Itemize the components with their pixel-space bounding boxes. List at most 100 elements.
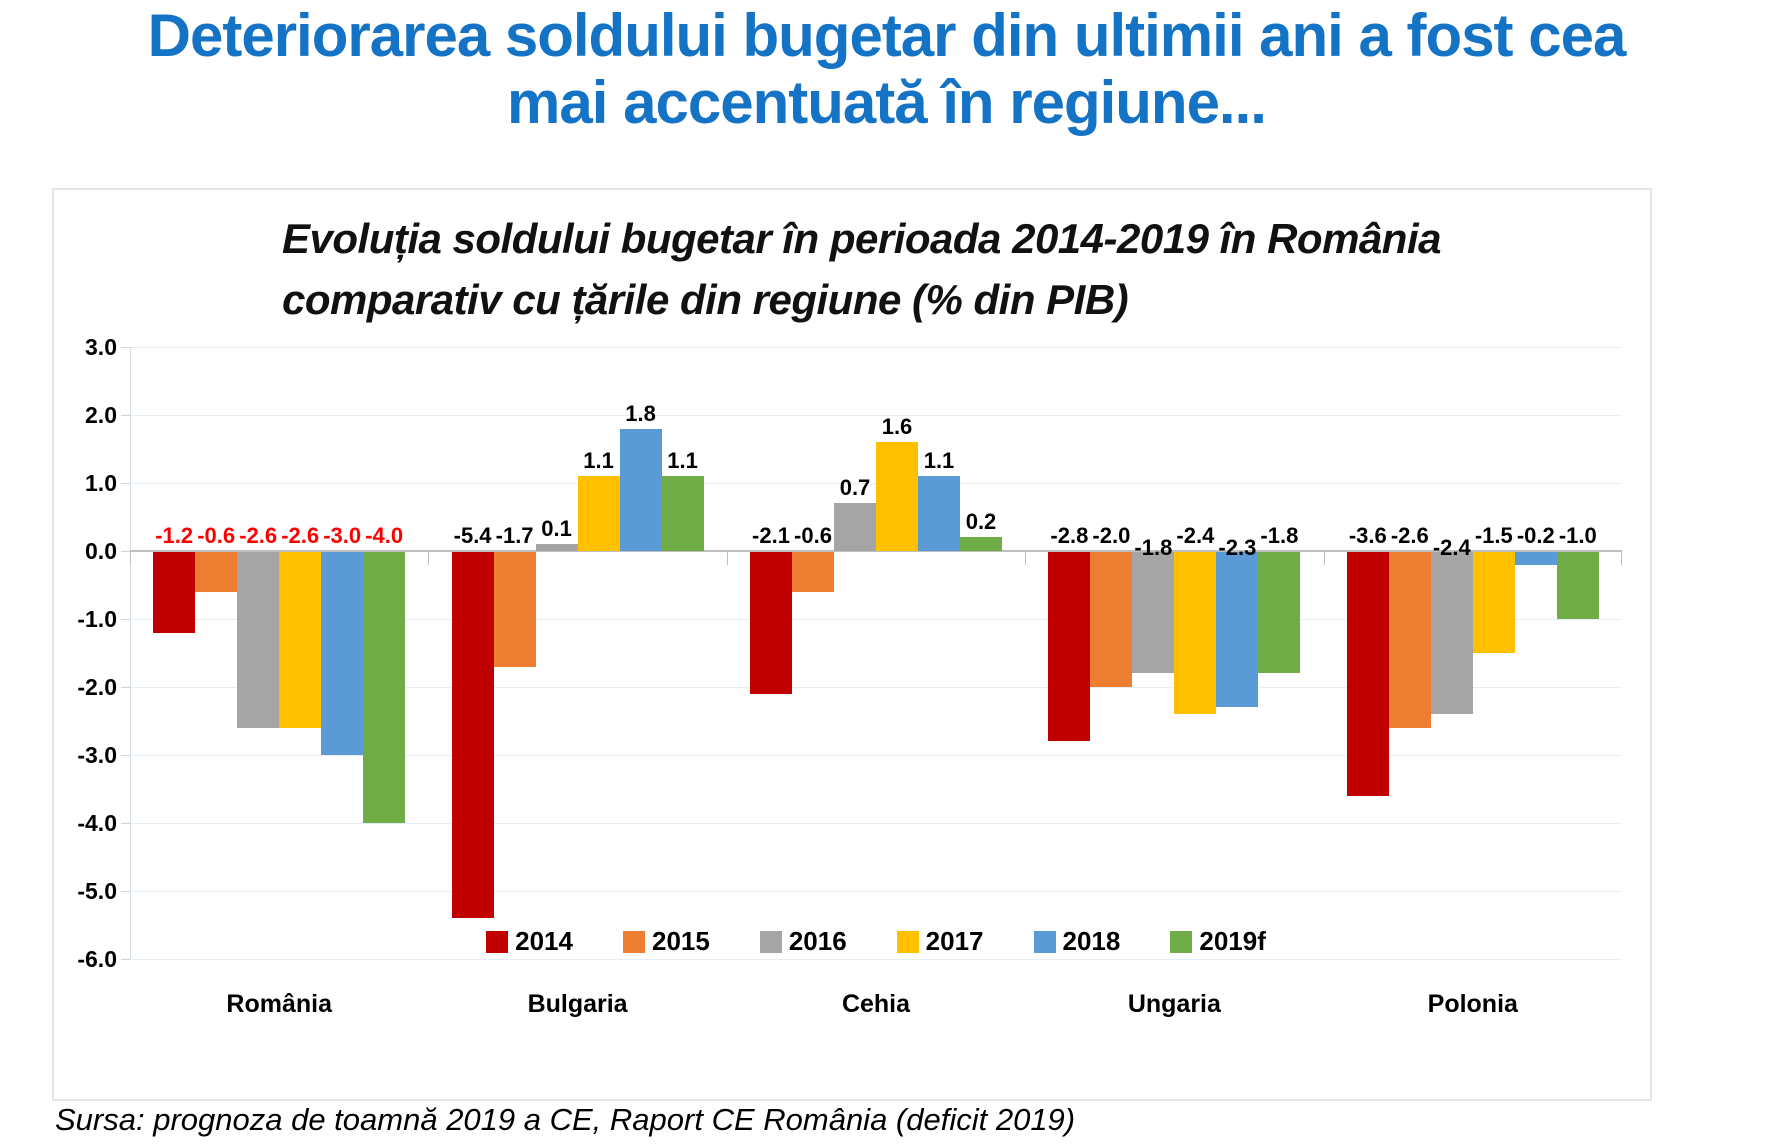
bar-2017-Bulgaria (577, 476, 620, 551)
legend-label-2016: 2016 (788, 926, 847, 956)
chart-title-line2: comparativ cu țările din regiune (% din … (282, 276, 1129, 323)
source-note: Sursa: prognoza de toamnă 2019 a CE, Rap… (55, 1102, 1076, 1137)
bar-2018-Cehia (918, 476, 960, 551)
bar-2014-Ungaria (1048, 552, 1091, 742)
y-axis-tick (121, 347, 130, 348)
bar-value-label: -3.0 (323, 523, 362, 548)
x-axis-labels: România Bulgaria Cehia Ungaria Polonia (130, 990, 1622, 1030)
gridline (130, 414, 1622, 416)
bar-2017-România (279, 552, 322, 728)
legend-label-2017: 2017 (925, 926, 984, 956)
bar-value-label: -2.6 (1390, 523, 1429, 548)
bar-value-label: -2.1 (752, 523, 790, 548)
bar-value-label: -1.7 (495, 523, 534, 548)
gridline (130, 346, 1622, 348)
bar-value-label: -1.2 (155, 523, 194, 548)
y-axis-tick (121, 619, 130, 620)
bar-2017-Cehia (876, 442, 918, 551)
category-label-Cehia: Cehia (841, 990, 911, 1018)
category-tick (130, 552, 131, 565)
legend-swatch-2014 (486, 930, 509, 953)
y-axis-tick-label: -1.0 (77, 606, 117, 632)
bar-2014-Cehia (750, 552, 792, 694)
bar-value-label: -2.0 (1092, 523, 1131, 548)
y-axis-tick (121, 551, 130, 552)
y-axis-tick-label: 0.0 (85, 538, 117, 564)
legend-item-2017: 2017 (896, 926, 984, 957)
bar-value-label: 1.1 (667, 448, 698, 474)
y-axis-tick-label: -4.0 (77, 810, 117, 836)
bar-2019f-Polonia (1556, 552, 1599, 619)
y-axis-line (130, 347, 131, 959)
bar-2017-Polonia (1472, 552, 1515, 653)
bar-2016-Bulgaria (535, 544, 578, 551)
bar-2016-România (237, 552, 280, 728)
bar-2016-Cehia (834, 503, 876, 551)
bar-value-label: -2.4 (1176, 523, 1215, 548)
y-axis-tick (121, 687, 130, 688)
y-axis-tick-label: -2.0 (77, 674, 117, 700)
y-axis-tick-label: 1.0 (85, 470, 117, 496)
y-axis-tick-label: -5.0 (77, 878, 117, 904)
bar-value-label: -1.0 (1558, 523, 1597, 548)
page-title-line1: Deteriorarea soldului bugetar din ultimi… (147, 2, 1627, 69)
bar-value-label: -1.8 (1260, 523, 1299, 548)
bar-2019f-România (363, 552, 406, 823)
category-label-Polonia: Polonia (1427, 990, 1518, 1018)
legend-item-2014: 2014 (486, 926, 573, 957)
bar-value-label: -2.4 (1432, 535, 1471, 560)
bar-2015-Polonia (1388, 552, 1431, 728)
zero-axis-line (130, 550, 1622, 552)
bar-value-label: -1.5 (1474, 523, 1513, 548)
bar-value-label: -5.4 (453, 523, 492, 548)
legend-label-2015: 2015 (651, 926, 710, 956)
legend-swatch-2015 (622, 930, 645, 953)
bar-value-label: -0.6 (794, 523, 832, 548)
bar-value-label: -0.2 (1516, 523, 1555, 548)
category-tick (726, 552, 728, 565)
gridline (130, 890, 1622, 892)
legend-label-2014: 2014 (515, 926, 573, 956)
category-tick (428, 552, 430, 565)
legend-item-2015: 2015 (622, 926, 710, 957)
page-title-line2: mai accentuată în regiune... (507, 69, 1267, 136)
legend: 2014 2015 2016 2017 2018 2019f (130, 926, 1622, 957)
bar-value-label: -2.8 (1050, 523, 1089, 548)
legend-label-2018: 2018 (1062, 926, 1121, 956)
bar-value-label: -2.3 (1218, 535, 1257, 560)
category-tick (1025, 552, 1027, 565)
bar-2015-Ungaria (1090, 552, 1133, 687)
bar-2018-Bulgaria (619, 428, 662, 551)
y-axis-tick-label: 3.0 (85, 334, 117, 360)
page-title: Deteriorarea soldului bugetar din ultimi… (0, 2, 1773, 136)
y-axis-tick (121, 483, 130, 484)
y-axis-tick (121, 823, 130, 824)
bar-value-label: -2.6 (239, 523, 278, 548)
legend-item-2018: 2018 (1033, 926, 1121, 957)
y-axis-tick (121, 415, 130, 416)
bar-2018-Ungaria (1216, 552, 1259, 708)
bar-2019f-Ungaria (1258, 552, 1301, 674)
bar-value-label: 1.8 (625, 400, 656, 426)
bar-2015-România (195, 552, 238, 592)
bar-2017-Ungaria (1174, 552, 1217, 715)
y-axis-tick-label: -3.0 (77, 742, 117, 768)
bar-value-label: 0.7 (839, 475, 871, 501)
bar-2014-Bulgaria (451, 552, 494, 919)
category-tick (1621, 552, 1622, 565)
category-label-Bulgaria: Bulgaria (527, 990, 628, 1018)
gridline (130, 618, 1622, 620)
category-label-România: România (226, 990, 332, 1018)
bar-value-label: 1.1 (923, 448, 955, 474)
legend-label-2019f: 2019f (1199, 926, 1266, 956)
legend-item-2016: 2016 (759, 926, 847, 957)
gridline (130, 958, 1622, 960)
bar-2018-România (321, 552, 364, 755)
y-axis-tick-label: -6.0 (77, 946, 117, 972)
bar-value-label: 0.2 (965, 509, 997, 535)
category-tick (1323, 552, 1325, 565)
bar-2019f-Cehia (960, 537, 1002, 551)
category-label-Ungaria: Ungaria (1127, 990, 1221, 1018)
y-axis-tick (121, 959, 130, 960)
